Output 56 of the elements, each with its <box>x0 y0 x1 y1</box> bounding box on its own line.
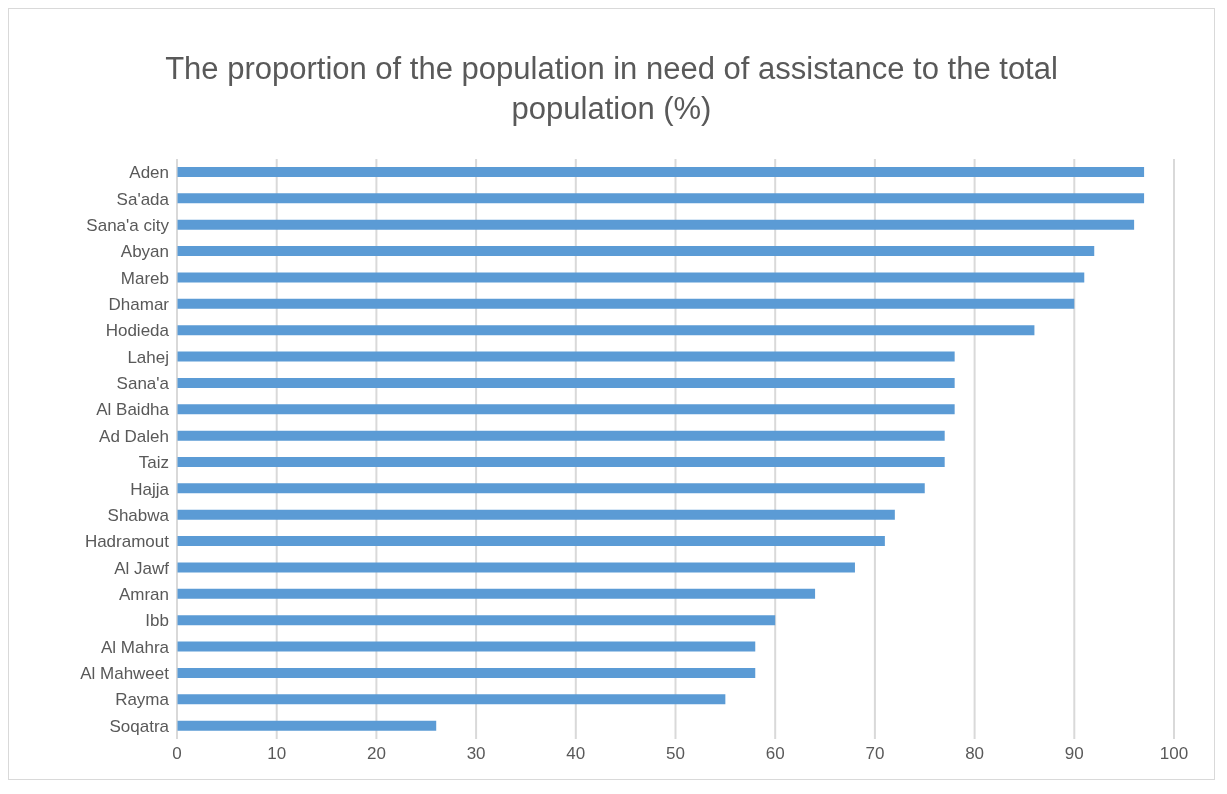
y-tick-label: Amran <box>118 585 169 605</box>
x-tick-label: 30 <box>466 744 486 764</box>
y-tick-label: Soqatra <box>109 716 170 736</box>
x-tick-label: 50 <box>666 744 685 764</box>
y-tick-label: Ad Daleh <box>99 426 169 446</box>
y-tick-label: Sa'ada <box>116 189 170 209</box>
y-tick-label: Hodieda <box>105 321 170 341</box>
bar <box>177 193 1145 204</box>
bar <box>177 351 955 362</box>
y-tick-label: Hajja <box>130 479 170 499</box>
y-tick-label: Taiz <box>138 453 169 473</box>
bar <box>177 588 816 599</box>
bar <box>177 325 1035 336</box>
y-tick-label: Rayma <box>115 690 170 710</box>
bar <box>177 246 1095 257</box>
y-tick-label: Mareb <box>120 268 169 288</box>
bar <box>177 219 1135 230</box>
y-tick-label: Abyan <box>120 242 169 262</box>
bar <box>177 694 726 705</box>
y-tick-label: Sana'a city <box>86 215 170 235</box>
x-tick-label: 20 <box>366 744 386 764</box>
y-tick-label: Dhamar <box>108 295 170 315</box>
bar <box>177 430 945 441</box>
bar <box>177 457 945 467</box>
bar <box>177 615 776 626</box>
x-tick-label: 0 <box>172 744 182 764</box>
y-tick-label: Al Mahweet <box>80 664 170 684</box>
y-tick-label: Lahej <box>127 347 169 367</box>
bar <box>177 404 955 415</box>
y-tick-label: Sana'a <box>116 374 170 394</box>
y-tick-label: Al Baidha <box>96 400 170 420</box>
y-tick-label: Ibb <box>145 611 169 631</box>
bar <box>177 562 855 573</box>
y-tick-label: Aden <box>129 163 169 183</box>
x-tick-label: 10 <box>267 744 287 764</box>
y-tick-label: Hadramout <box>84 532 170 552</box>
x-tick-label: 70 <box>865 744 885 764</box>
x-tick-label: 90 <box>1064 744 1084 764</box>
y-tick-label: Al Jawf <box>114 558 170 578</box>
bar <box>177 509 895 520</box>
bar <box>177 167 1145 177</box>
y-tick-label: Shabwa <box>107 505 170 525</box>
x-tick-label: 60 <box>765 744 785 764</box>
bar <box>177 720 437 731</box>
chart-title: The proportion of the population in need of assistance to the total population (%) <box>164 50 1059 128</box>
bar <box>177 641 756 652</box>
bar <box>177 536 885 547</box>
x-tick-label: 40 <box>566 744 586 764</box>
bar <box>177 667 756 678</box>
bar <box>177 377 955 388</box>
x-tick-label: 80 <box>965 744 985 764</box>
bar <box>177 272 1085 283</box>
y-tick-label: Al Mahra <box>100 637 170 657</box>
bar <box>177 483 925 494</box>
x-tick-label: 100 <box>1159 744 1189 764</box>
bar <box>177 298 1075 309</box>
